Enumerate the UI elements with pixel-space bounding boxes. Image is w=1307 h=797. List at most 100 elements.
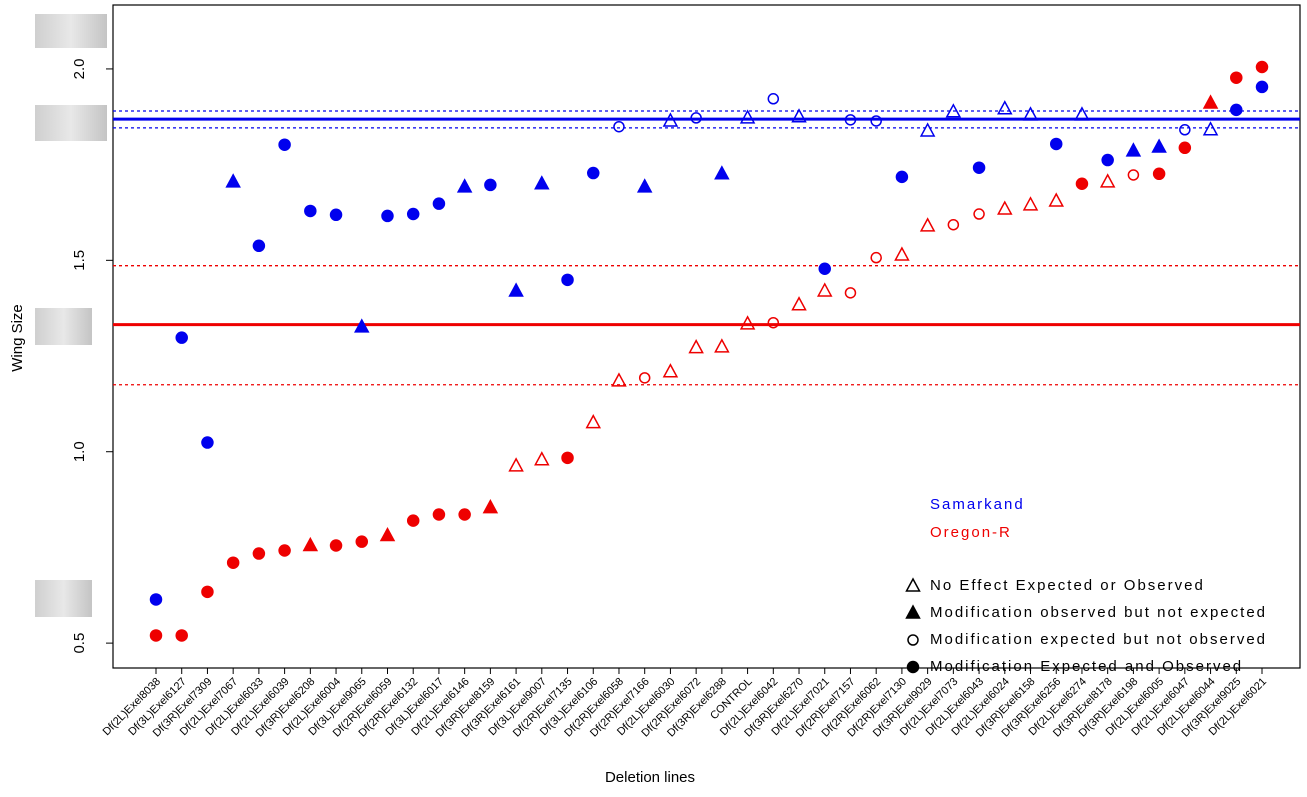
- data-point: [1050, 194, 1063, 206]
- legend-label: Oregon-R: [930, 524, 1012, 541]
- wing-image: [35, 105, 107, 141]
- data-point: [974, 162, 985, 173]
- data-point: [562, 274, 573, 285]
- data-point: [895, 248, 908, 260]
- data-point: [459, 509, 470, 520]
- wing-image: [35, 580, 92, 617]
- data-point: [1127, 144, 1140, 156]
- data-point: [1154, 168, 1165, 179]
- data-point: [253, 548, 264, 559]
- legend-marker: [907, 606, 920, 618]
- data-point: [587, 416, 600, 428]
- data-point: [921, 219, 934, 231]
- legend-label: No Effect Expected or Observed: [930, 577, 1205, 594]
- data-point: [228, 557, 239, 568]
- wing-image: [35, 308, 92, 345]
- data-point: [381, 529, 394, 541]
- data-point: [998, 202, 1011, 214]
- data-point: [535, 453, 548, 465]
- data-point: [664, 365, 677, 377]
- data-point: [896, 171, 907, 182]
- data-point: [510, 284, 523, 296]
- data-point: [921, 124, 934, 136]
- data-point: [433, 509, 444, 520]
- data-point: [331, 209, 342, 220]
- data-point: [562, 452, 573, 463]
- data-point: [535, 177, 548, 189]
- data-point: [279, 545, 290, 556]
- data-point: [998, 102, 1011, 114]
- data-point: [819, 263, 830, 274]
- data-point: [1024, 198, 1037, 210]
- legend-label: Modification observed but not expected: [930, 604, 1267, 621]
- data-point: [1076, 178, 1087, 189]
- data-point: [202, 437, 213, 448]
- data-point: [1257, 81, 1268, 92]
- legend-marker: [907, 579, 920, 591]
- data-point: [485, 179, 496, 190]
- data-point: [1102, 155, 1113, 166]
- data-point: [484, 501, 497, 513]
- data-point: [793, 298, 806, 310]
- data-point: [433, 198, 444, 209]
- data-point: [1204, 96, 1217, 108]
- data-point: [1257, 62, 1268, 73]
- data-point: [304, 539, 317, 551]
- data-point: [715, 167, 728, 179]
- data-point: [227, 175, 240, 187]
- data-point: [176, 332, 187, 343]
- data-point: [1101, 175, 1114, 187]
- data-point: [1231, 72, 1242, 83]
- x-axis-label: Deletion lines: [605, 769, 695, 786]
- legend-marker: [908, 662, 919, 673]
- y-axis-label: Wing Size: [9, 304, 26, 372]
- data-point: [1128, 170, 1138, 180]
- y-tick-label: 1.0: [71, 441, 88, 462]
- data-point: [768, 94, 778, 104]
- chart: Wing Size Deletion lines 0.51.01.52.0Df(…: [0, 0, 1307, 792]
- data-point: [408, 209, 419, 220]
- data-point: [151, 594, 162, 605]
- y-tick-label: 0.5: [71, 633, 88, 654]
- data-point: [614, 122, 624, 132]
- data-point: [1180, 125, 1190, 135]
- legend-label: Samarkand: [930, 496, 1025, 513]
- data-point: [279, 139, 290, 150]
- y-tick-label: 1.5: [71, 250, 88, 271]
- data-point: [176, 630, 187, 641]
- data-point: [640, 373, 650, 383]
- data-point: [253, 240, 264, 251]
- data-point: [974, 209, 984, 219]
- wing-image: [35, 14, 107, 48]
- data-point: [690, 341, 703, 353]
- data-point: [356, 536, 367, 547]
- data-point: [715, 340, 728, 352]
- data-point: [871, 116, 881, 126]
- data-point: [458, 180, 471, 192]
- data-point: [768, 318, 778, 328]
- data-point: [818, 284, 831, 296]
- legend-marker: [908, 635, 918, 645]
- plot-frame: [113, 5, 1300, 668]
- data-point: [1179, 142, 1190, 153]
- data-point: [1051, 138, 1062, 149]
- data-point: [948, 220, 958, 230]
- data-point: [1153, 140, 1166, 152]
- data-point: [741, 317, 754, 329]
- legend-label: Modification expected but not observed: [930, 631, 1267, 648]
- data-point: [588, 168, 599, 179]
- data-point: [202, 586, 213, 597]
- data-point: [305, 205, 316, 216]
- data-point: [382, 210, 393, 221]
- data-point: [1231, 104, 1242, 115]
- data-point: [331, 540, 342, 551]
- legend-label: Modification Expected and Observed: [930, 658, 1243, 675]
- data-point: [741, 111, 754, 123]
- data-point: [510, 459, 523, 471]
- y-tick-label: 2.0: [71, 58, 88, 79]
- data-point: [871, 253, 881, 263]
- data-point: [408, 515, 419, 526]
- data-point: [1204, 123, 1217, 135]
- data-point: [845, 288, 855, 298]
- data-point: [638, 180, 651, 192]
